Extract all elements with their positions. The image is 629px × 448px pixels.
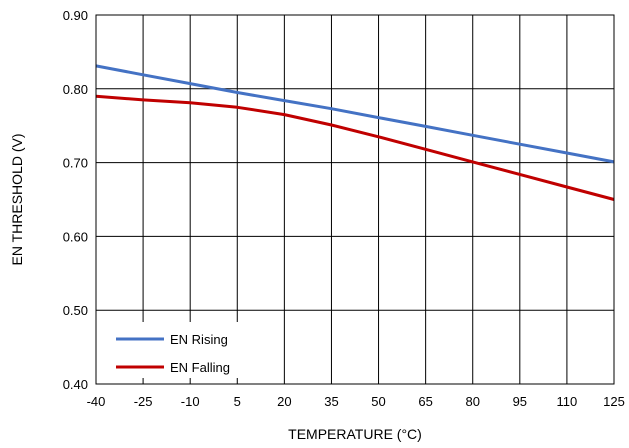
x-tick-label: -40 [87,394,106,409]
plot-area [95,14,615,385]
series-lines [95,64,615,201]
legend [104,322,274,378]
x-tick-label: 35 [324,394,338,409]
x-tick-label: -10 [181,394,200,409]
legend-entries: EN Rising EN Falling [116,332,230,375]
x-tick-label: 20 [277,394,291,409]
y-tick-label: 0.40 [63,377,88,392]
y-tick-label: 0.80 [63,82,88,97]
y-tick-label: 0.70 [63,156,88,171]
x-tick-label: 95 [513,394,527,409]
x-tick-label: 80 [465,394,479,409]
x-axis-label: TEMPERATURE (°C) [288,426,422,442]
series-line-0 [95,64,615,164]
y-axis-ticks: 0.40 0.50 0.60 0.70 0.80 0.90 [63,8,88,392]
legend-label: EN Falling [170,360,230,375]
x-tick-label: -25 [134,394,153,409]
x-tick-label: 5 [234,394,241,409]
x-tick-label: 125 [603,394,625,409]
y-tick-label: 0.90 [63,8,88,23]
legend-label: EN Rising [170,332,228,347]
series-line-1 [95,94,615,201]
x-tick-label: 65 [418,394,432,409]
x-tick-label: 110 [557,394,578,409]
y-tick-label: 0.60 [63,229,88,244]
y-tick-label: 0.50 [63,303,88,318]
x-axis-ticks: -40 -25 -10 5 20 35 50 65 80 95 110 125 [87,394,625,409]
x-tick-label: 50 [371,394,385,409]
y-axis-label: EN THRESHOLD (V) [9,134,25,266]
